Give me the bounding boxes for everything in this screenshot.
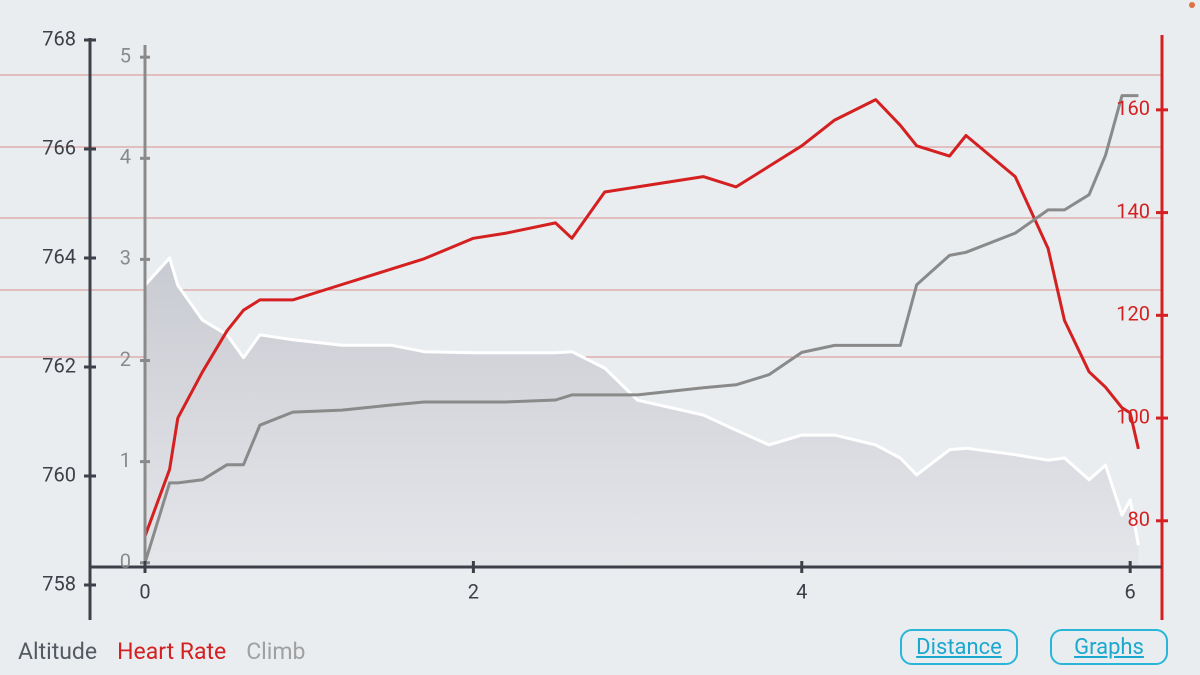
- legend-entry: Altitude: [18, 638, 97, 665]
- climb-tick-label: 1: [120, 448, 131, 472]
- altitude-tick-label: 758: [42, 571, 76, 595]
- altitude-tick-label: 766: [42, 135, 76, 159]
- x-tick-label: 4: [796, 579, 807, 603]
- climb-tick-label: 2: [120, 347, 131, 371]
- graphs-button[interactable]: Graphs: [1050, 629, 1168, 665]
- distance-button[interactable]: Distance: [900, 629, 1018, 665]
- axis-layer: 758 760 762 764 766 768 0 1 2 3 4 5 80 100 120 140 160 0 2…: [42, 26, 1168, 603]
- x-tick-label: 0: [139, 579, 150, 603]
- heart-rate-tick-label: 80: [1128, 507, 1150, 531]
- series-line: [143, 94, 1139, 564]
- x-tick-label: 2: [468, 579, 479, 603]
- legend-entry: Climb: [246, 638, 305, 665]
- status-dot: [1189, 2, 1195, 8]
- climb-tick-label: 3: [120, 246, 131, 270]
- series-line: [143, 256, 1140, 546]
- heart-rate-tick-label: 120: [1116, 302, 1150, 326]
- x-tick-label: 6: [1125, 579, 1136, 603]
- climb-tick-label: 0: [120, 549, 131, 573]
- legend: Altitude Heart Rate Climb: [18, 638, 305, 665]
- altitude-tick-label: 762: [42, 353, 76, 377]
- altitude-tick-label: 768: [42, 26, 76, 50]
- legend-entry: Heart Rate: [117, 638, 226, 665]
- altitude-tick-label: 760: [42, 462, 76, 486]
- heart-rate-tick-label: 140: [1116, 199, 1150, 223]
- heart-rate-tick-label: 160: [1116, 96, 1150, 120]
- climb-tick-label: 4: [120, 145, 131, 169]
- altitude-tick-label: 764: [42, 244, 76, 268]
- climb-tick-label: 5: [120, 43, 131, 67]
- heart-rate-tick-label: 100: [1116, 404, 1150, 428]
- chart: 758 760 762 764 766 768 0 1 2 3 4 5 80 100 120 140 160 0 2…: [0, 2, 1195, 620]
- series-layer: [143, 94, 1140, 567]
- altitude-area: [145, 258, 1139, 567]
- series-line: [143, 98, 1140, 537]
